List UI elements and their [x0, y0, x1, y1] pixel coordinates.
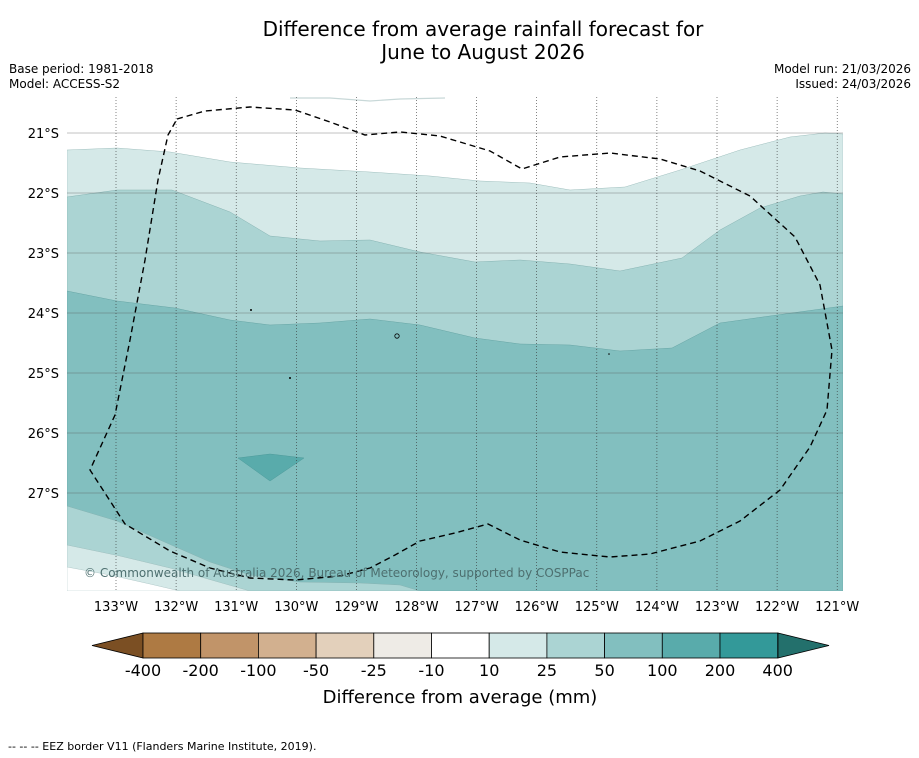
lat-axis: 21°S 22°S 23°S 24°S 25°S 26°S 27°S	[28, 127, 59, 502]
patch-100-200	[237, 453, 305, 482]
colorbar-label: -10	[418, 661, 444, 680]
island-marker	[394, 333, 400, 339]
colorbar-label: 200	[705, 661, 736, 680]
lon-axis: 133°W 132°W 131°W 130°W 129°W 128°W 127°W 126°W…	[94, 600, 860, 615]
colorbar-swatch	[661, 632, 721, 659]
colorbar-label: -50	[303, 661, 329, 680]
colorbar-swatches	[142, 632, 779, 659]
lon-tick-label: 123°W	[695, 600, 739, 615]
island-marker	[289, 377, 291, 379]
issued-date: Issued: 24/03/2026	[795, 77, 911, 91]
lon-tick-label: 128°W	[394, 600, 438, 615]
lon-tick-label: 124°W	[635, 600, 679, 615]
colorbar-extend-low	[91, 632, 144, 659]
colorbar-label: 400	[762, 661, 793, 680]
colorbar-swatch	[373, 632, 432, 659]
meta-left: Base period: 1981-2018 Model: ACCESS-S2	[9, 62, 154, 92]
map-area: © Commonwealth of Australia 2026, Bureau…	[67, 97, 843, 591]
colorbar-label: 100	[647, 661, 678, 680]
island-marker	[250, 309, 252, 311]
colorbar-label: -100	[240, 661, 276, 680]
colorbar-label: -200	[183, 661, 219, 680]
lon-tick-label: 127°W	[455, 600, 499, 615]
band-50-100	[67, 290, 843, 591]
top-sliver	[290, 97, 446, 102]
lon-tick-label: 125°W	[575, 600, 619, 615]
lat-tick-label: 26°S	[28, 427, 59, 442]
colorbar-swatch	[719, 632, 779, 659]
lat-tick-label: 25°S	[28, 367, 59, 382]
gridlines	[67, 97, 843, 591]
model-name: Model: ACCESS-S2	[9, 77, 121, 91]
lon-tick-label: 121°W	[815, 600, 859, 615]
lon-tick-label: 129°W	[334, 600, 378, 615]
colorbar-swatch	[315, 632, 375, 659]
colorbar-label: 10	[479, 661, 499, 680]
title-line-2: June to August 2026	[381, 40, 585, 64]
lon-tick-label: 126°W	[515, 600, 559, 615]
island-marker	[608, 353, 610, 355]
colorbar-swatch	[488, 632, 548, 659]
colorbar-extend-high	[777, 632, 830, 659]
colorbar-swatch	[431, 632, 490, 659]
lon-tick-label: 133°W	[94, 600, 138, 615]
eez-border	[89, 106, 833, 581]
lon-tick-label: 131°W	[214, 600, 258, 615]
meta-right: Model run: 21/03/2026 Issued: 24/03/2026	[774, 62, 911, 92]
colorbar-swatch	[200, 632, 259, 659]
colorbar-labels: -400 -200 -100 -50 -25 -10 10 25 50 100 200 400	[125, 661, 793, 680]
colorbar-swatch	[142, 632, 202, 659]
lat-tick-label: 24°S	[28, 307, 59, 322]
model-run: Model run: 21/03/2026	[773, 62, 911, 76]
lon-tick-label: 132°W	[154, 600, 198, 615]
colorbar-label: -400	[125, 661, 161, 680]
lat-tick-label: 23°S	[28, 247, 59, 262]
colorbar-label: 50	[594, 661, 614, 680]
lon-tick-label: 122°W	[755, 600, 799, 615]
colorbar-label: 25	[537, 661, 557, 680]
base-period: Base period: 1981-2018	[9, 62, 154, 76]
lat-tick-label: 27°S	[28, 487, 59, 502]
lon-tick-label: 130°W	[274, 600, 318, 615]
colorbar-swatch	[604, 632, 663, 659]
colorbar: -400 -200 -100 -50 -25 -10 10 25 50 100 200 400 Dif…	[91, 632, 830, 708]
colorbar-label: -25	[361, 661, 387, 680]
chart-title: Difference from average rainfall forecas…	[0, 18, 919, 64]
band-south-white	[67, 566, 181, 591]
footnote: -- -- -- EEZ border V11 (Flanders Marine…	[8, 740, 317, 753]
colorbar-title: Difference from average (mm)	[323, 687, 598, 708]
colorbar-swatch	[257, 632, 317, 659]
colorbar-swatch	[546, 632, 606, 659]
title-line-1: Difference from average rainfall forecas…	[262, 17, 704, 41]
copyright-text: © Commonwealth of Australia 2026, Bureau…	[84, 566, 589, 580]
lat-tick-label: 22°S	[28, 187, 59, 202]
lat-tick-label: 21°S	[28, 127, 59, 142]
